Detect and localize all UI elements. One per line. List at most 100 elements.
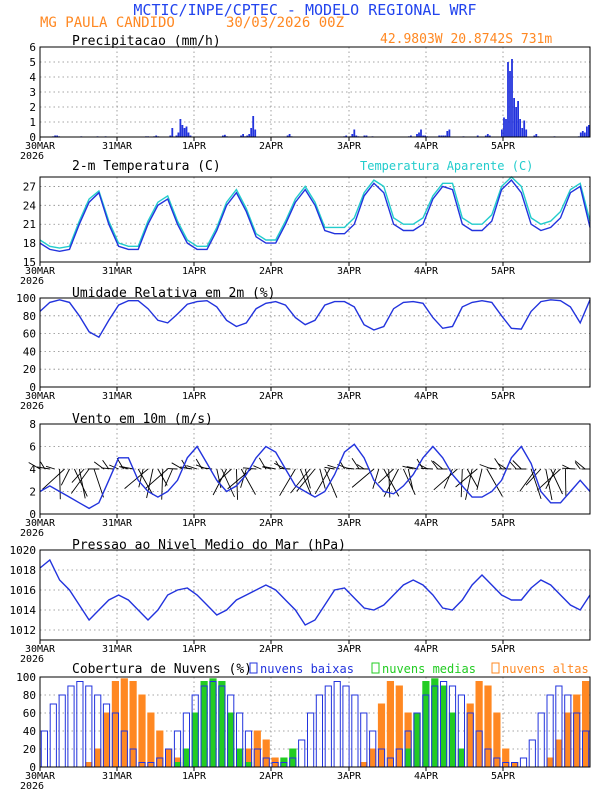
precip-bar — [171, 128, 174, 137]
y-tick-label: 4 — [29, 71, 36, 84]
wind-arrow — [221, 468, 235, 498]
x-tick-label: 5APR — [491, 771, 516, 782]
x-tick-label: 2APR — [259, 266, 284, 277]
high-cloud-bar — [94, 748, 102, 768]
precip-bar — [523, 120, 526, 137]
high-cloud-bar — [386, 681, 394, 768]
y-tick-label: 80 — [23, 310, 36, 323]
precip-bar — [420, 129, 422, 137]
wind-arrow — [60, 468, 70, 486]
wind-arrow — [171, 462, 183, 470]
wind-arrow — [508, 460, 517, 470]
y-tick-label: 21 — [23, 218, 36, 231]
precip-bar — [155, 135, 158, 137]
precip-bar — [507, 62, 509, 137]
x-year-label: 2026 — [20, 401, 44, 412]
x-tick-label: 2APR — [259, 391, 284, 402]
x-tick-label: 31MAR — [102, 644, 133, 655]
precip-bar — [418, 132, 420, 137]
precip-bar — [416, 134, 418, 137]
y-tick-label: 0 — [29, 381, 36, 394]
legend-swatch — [491, 662, 500, 674]
precip-bar — [365, 135, 368, 137]
wind-arrow — [519, 468, 537, 492]
temperature-line — [39, 179, 591, 253]
mid-cloud-bar — [209, 678, 217, 768]
x-tick-label: 5APR — [491, 391, 516, 402]
wind-arrow — [124, 468, 149, 489]
precip-bar — [515, 107, 517, 137]
x-tick-label: 31MAR — [102, 518, 133, 529]
precip-bar — [185, 126, 188, 137]
precip-bar — [54, 135, 56, 137]
plot-frame — [39, 297, 591, 388]
x-tick-label: 5APR — [491, 518, 516, 529]
x-tick-label: 2APR — [259, 518, 284, 529]
precipitation-panel: 0 1 2 3 4 5 6 30MAR 31MAR 1APR 2APR 3APR 4APR 5APR 202… — [20, 34, 591, 162]
apparent-temperature-line — [39, 176, 591, 249]
mid-cloud-bar — [244, 762, 253, 768]
wind-arrow — [164, 468, 174, 487]
high-cloud-bar — [165, 748, 173, 768]
x-tick-label: 5APR — [491, 644, 516, 655]
precip-bar — [345, 135, 348, 137]
wind-arrow — [73, 468, 88, 497]
y-tick-label: 1018 — [10, 564, 37, 577]
low-cloud-bar — [333, 681, 341, 768]
low-cloud-bar — [85, 685, 93, 768]
wind-arrow — [299, 468, 312, 496]
y-tick-label: 100 — [16, 292, 36, 305]
wind-arrow — [119, 466, 129, 470]
humidity-panel: 0 20 40 60 80 100 30MAR 31MAR 1APR 2APR 3APR 4APR 5A… — [16, 286, 591, 412]
y-tick-label: 6 — [29, 441, 36, 454]
precip-bar — [533, 135, 536, 137]
y-tick-label: 6 — [29, 41, 36, 54]
precip-bar — [187, 132, 190, 137]
precip-bar — [288, 134, 291, 137]
wind-arrow — [304, 468, 311, 489]
x-tick-label: 30MAR — [25, 266, 56, 277]
precip-bar — [240, 135, 242, 137]
mid-cloud-bar — [200, 681, 208, 768]
mid-cloud-bar — [191, 712, 199, 768]
coordinates-label: 42.9803W 20.8742S 731m — [380, 32, 552, 47]
mid-cloud-bar — [448, 712, 457, 768]
precip-bar — [586, 126, 588, 137]
precip-bar — [488, 135, 491, 137]
precip-bar — [511, 59, 513, 137]
legend-swatch — [371, 662, 380, 674]
wind-arrow — [402, 468, 416, 495]
precip-bar — [513, 98, 515, 137]
y-tick-label: 5 — [29, 56, 36, 69]
y-tick-label: 1 — [29, 116, 36, 129]
wind-arrow — [290, 468, 311, 494]
x-tick-label: 4APR — [414, 391, 439, 402]
high-cloud-bar — [111, 681, 120, 768]
precip-bar — [581, 131, 584, 137]
mid-cloud-bar — [431, 678, 439, 768]
low-cloud-bar — [307, 712, 315, 768]
wind-arrow — [262, 466, 271, 470]
panel-title: Cobertura de Nuvens (%) — [72, 662, 252, 677]
low-cloud-bar — [40, 730, 48, 768]
y-tick-label: 20 — [23, 363, 36, 376]
wind-arrow — [145, 468, 168, 489]
wind-arrow — [377, 468, 394, 484]
wind-arrow — [407, 468, 414, 490]
mid-cloud-bar — [457, 748, 465, 768]
precip-bar — [252, 116, 255, 137]
precip-bar — [242, 134, 244, 137]
mid-cloud-bar — [236, 748, 244, 768]
high-cloud-bar — [138, 694, 146, 768]
wind-arrow — [497, 463, 507, 470]
precip-bar — [363, 135, 366, 137]
wind-arrow — [562, 467, 576, 470]
x-tick-label: 30MAR — [25, 141, 56, 152]
panel-title: Umidade Relativa em 2m (%) — [72, 286, 276, 301]
wind-arrow — [102, 459, 110, 470]
precip-bar — [177, 132, 180, 137]
precip-bar — [175, 135, 178, 137]
precip-bar — [422, 135, 424, 137]
figure-title: MCTIC/INPE/CPTEC - MODELO REGIONAL WRF — [133, 1, 476, 19]
high-cloud-bar — [360, 762, 368, 768]
